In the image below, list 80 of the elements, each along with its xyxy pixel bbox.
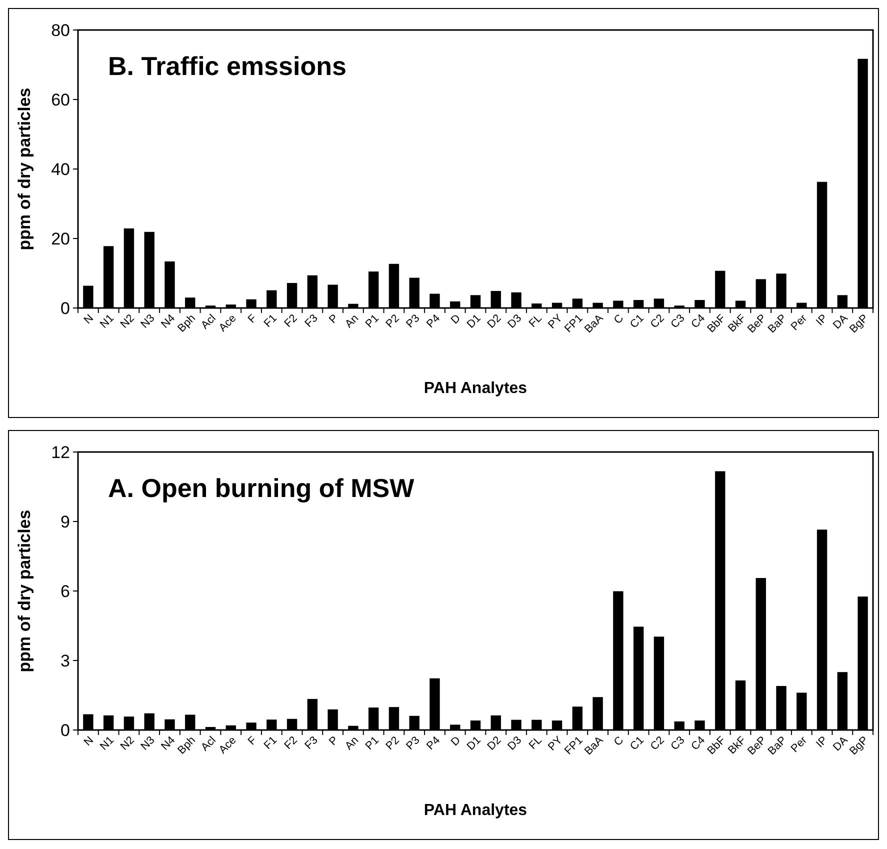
x-tick-label: P4 (424, 734, 443, 752)
x-tick-label: FL (526, 312, 544, 330)
x-tick-label: P1 (363, 312, 382, 330)
text: B. Traffic emssions (108, 51, 346, 81)
y-tick-label: 9 (60, 512, 70, 532)
x-tick-label: C4 (689, 312, 708, 331)
x-tick-label: IP (814, 312, 830, 328)
x-tick-label: BgP (847, 312, 871, 336)
x-tick-label: F3 (302, 734, 320, 752)
x-tick-label: F (246, 734, 260, 748)
x-tick-label: Per (788, 312, 810, 333)
x-tick-label: Ace (216, 312, 239, 334)
y-axis-title: ppm of dry particles (15, 510, 34, 672)
x-tick-label: Bph (176, 734, 198, 757)
x-tick-label: N (82, 734, 96, 748)
x-tick-label: Bph (176, 312, 198, 335)
x-tick-label: N4 (159, 312, 178, 331)
x-tick-label: C3 (668, 734, 688, 753)
x-tick-label: An (343, 734, 362, 752)
x-tick-label: P2 (384, 312, 402, 330)
x-tick-label: F1 (262, 734, 280, 752)
y-tick-label: 12 (51, 442, 70, 462)
x-tick-label: P3 (404, 312, 422, 330)
x-axis-title: PAH Analytes (424, 380, 528, 397)
y-tick-label: 60 (51, 90, 70, 110)
x-tick-label: C1 (628, 312, 646, 331)
x-tick-label: F2 (282, 312, 300, 330)
x-tick-label: N3 (138, 734, 158, 753)
x-tick-label: F1 (262, 312, 280, 330)
x-tick-label: D3 (506, 734, 524, 753)
x-tick-label: C (612, 312, 626, 326)
x-tick-label: P (326, 312, 341, 326)
x-tick-label: D (448, 734, 463, 748)
x-tick-label: PY (546, 734, 566, 754)
x-tick-label: P (326, 734, 341, 748)
x-tick-label: N3 (138, 312, 158, 331)
x-tick-label: An (343, 312, 362, 330)
x-tick-label: Per (788, 734, 810, 755)
x-tick-label: N4 (159, 734, 178, 753)
x-tick-label: F3 (302, 312, 320, 330)
y-tick-label: 80 (51, 20, 70, 40)
x-tick-label: N (82, 312, 96, 326)
x-tick-label: N2 (118, 312, 137, 331)
y-tick-label: 6 (60, 582, 70, 601)
x-tick-label: D2 (485, 734, 504, 753)
x-tick-label: C2 (648, 312, 667, 331)
y-tick-label: 3 (60, 651, 70, 670)
x-tick-label: D (448, 312, 463, 326)
x-tick-label: FL (526, 734, 544, 752)
x-tick-label: N1 (98, 312, 116, 331)
y-tick-label: 20 (51, 229, 70, 248)
x-tick-label: P1 (363, 734, 382, 752)
x-tick-label: N2 (118, 734, 137, 753)
x-tick-label: D1 (464, 734, 484, 753)
y-tick-label: 0 (60, 720, 70, 740)
x-tick-label: Ace (216, 734, 239, 756)
x-tick-label: N1 (98, 734, 116, 753)
x-tick-label: D1 (464, 312, 484, 331)
x-axis-title: PAH Analytes (424, 802, 528, 819)
x-tick-label: PY (546, 312, 566, 332)
y-axis-title: ppm of dry particles (15, 88, 34, 250)
x-tick-label: Acl (199, 312, 218, 332)
x-tick-label: P3 (404, 734, 422, 752)
x-tick-label: C1 (628, 734, 646, 753)
x-tick-label: P4 (424, 312, 443, 330)
x-tick-label: P2 (384, 734, 402, 752)
x-tick-label: Acl (199, 734, 218, 754)
y-tick-label: 0 (60, 298, 70, 318)
x-tick-label: D2 (485, 312, 504, 331)
x-tick-label: F (246, 312, 260, 326)
x-tick-label: BgP (847, 734, 871, 758)
x-tick-label: C4 (689, 734, 708, 753)
x-tick-label: D3 (506, 312, 524, 331)
x-tick-label: C2 (648, 734, 667, 753)
x-tick-label: C3 (668, 312, 688, 331)
x-tick-label: F2 (282, 734, 300, 752)
x-tick-label: IP (814, 734, 830, 750)
text: A. Open burning of MSW (108, 473, 415, 503)
x-tick-label: C (612, 734, 626, 748)
y-tick-label: 40 (51, 160, 70, 179)
